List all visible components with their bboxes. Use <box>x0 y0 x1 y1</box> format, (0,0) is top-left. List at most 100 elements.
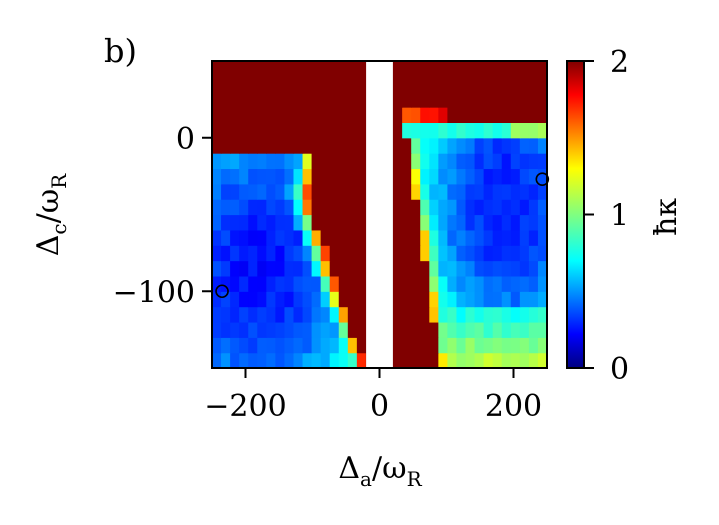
heatmap-cell <box>320 245 331 262</box>
heatmap-cell <box>275 214 286 231</box>
heatmap-cell <box>329 61 340 77</box>
heatmap-cell <box>510 291 521 308</box>
heatmap-cell <box>519 107 530 123</box>
heatmap-cell <box>510 76 521 93</box>
heatmap-cell <box>239 214 249 231</box>
heatmap-cell <box>429 260 439 277</box>
heatmap-cell <box>257 229 267 246</box>
heatmap-cell <box>311 183 322 200</box>
heatmap-cell <box>248 183 258 200</box>
heatmap-cell <box>465 291 476 308</box>
heatmap-cell <box>320 122 331 139</box>
heatmap-cell <box>248 229 258 246</box>
heatmap-cell <box>492 306 503 323</box>
heatmap-cell <box>510 337 521 354</box>
heatmap-cell <box>320 352 331 369</box>
heatmap-cell <box>257 76 267 93</box>
heatmap-cell <box>320 153 331 170</box>
heatmap-cell <box>438 153 448 170</box>
heatmap-cell <box>501 229 512 246</box>
heatmap-cell <box>320 337 331 354</box>
heatmap-cell <box>393 76 403 93</box>
heatmap-cell <box>510 306 521 323</box>
heatmap-cell <box>266 275 276 292</box>
heatmap-cell <box>483 275 494 292</box>
heatmap-cell <box>293 168 304 185</box>
heatmap-cell <box>221 61 231 77</box>
heatmap-cell <box>239 168 249 185</box>
heatmap-cell <box>510 61 521 77</box>
heatmap-cell <box>492 153 503 170</box>
heatmap-cell <box>230 122 240 139</box>
heatmap-cell <box>429 229 439 246</box>
heatmap-cell <box>528 61 539 77</box>
heatmap-cell <box>311 260 322 277</box>
heatmap-cell <box>420 91 430 108</box>
heatmap-cell <box>537 199 548 216</box>
heatmap-cell <box>284 168 295 185</box>
heatmap-cell <box>420 107 430 123</box>
heatmap-cell <box>221 321 231 338</box>
heatmap-cell <box>302 352 313 369</box>
heatmap-cell <box>519 91 530 108</box>
heatmap-cell <box>230 321 240 338</box>
heatmap-cell <box>492 337 503 354</box>
heatmap-cell <box>474 245 485 262</box>
heatmap-cell <box>257 199 267 216</box>
heatmap-cell <box>411 352 421 369</box>
heatmap-cell <box>465 214 476 231</box>
heatmap-cell <box>510 214 521 231</box>
heatmap-cell <box>248 275 258 292</box>
heatmap-cell <box>338 183 349 200</box>
heatmap-cell <box>239 61 249 77</box>
heatmap-cell <box>420 122 430 139</box>
heatmap-cell <box>402 199 412 216</box>
heatmap-cell <box>402 91 412 108</box>
heatmap-cell <box>465 199 476 216</box>
heatmap-cell <box>275 91 286 108</box>
heatmap-cell <box>537 122 548 139</box>
heatmap-cell <box>528 199 539 216</box>
heatmap-cell <box>347 291 358 308</box>
heatmap-cell <box>501 107 512 123</box>
heatmap-cell <box>212 214 222 231</box>
heatmap-cell <box>275 183 286 200</box>
heatmap-cell <box>275 321 286 338</box>
heatmap-cell <box>483 214 494 231</box>
heatmap-cell <box>465 168 476 185</box>
heatmap-cell <box>257 137 267 154</box>
heatmap-cell <box>420 245 430 262</box>
heatmap-cell <box>212 352 222 369</box>
heatmap-cell <box>239 76 249 93</box>
heatmap-cell <box>275 153 286 170</box>
heatmap-cell <box>411 306 421 323</box>
heatmap-cell <box>347 229 358 246</box>
heatmap-cell <box>302 245 313 262</box>
heatmap-cell <box>510 91 521 108</box>
heatmap-cell <box>230 137 240 154</box>
heatmap-cell <box>239 183 249 200</box>
heatmap-cell <box>266 61 276 77</box>
heatmap-cell <box>212 76 222 93</box>
heatmap-cell <box>275 352 286 369</box>
heatmap-cell <box>501 337 512 354</box>
heatmap-cell <box>284 245 295 262</box>
heatmap-cell <box>284 321 295 338</box>
heatmap-cell <box>284 76 295 93</box>
heatmap-cell <box>492 91 503 108</box>
heatmap-cell <box>492 76 503 93</box>
heatmap-cell <box>465 229 476 246</box>
heatmap-cell <box>212 199 222 216</box>
heatmap-cell <box>257 291 267 308</box>
heatmap-plot <box>212 61 548 369</box>
heatmap-cell <box>356 168 367 185</box>
heatmap-cell <box>393 229 403 246</box>
heatmap-cell <box>519 61 530 77</box>
heatmap-cell <box>320 291 331 308</box>
heatmap-cell <box>537 214 548 231</box>
heatmap-cell <box>456 337 467 354</box>
heatmap-cell <box>438 168 448 185</box>
heatmap-cell <box>429 214 439 231</box>
heatmap-cell <box>492 61 503 77</box>
heatmap-cell <box>501 76 512 93</box>
